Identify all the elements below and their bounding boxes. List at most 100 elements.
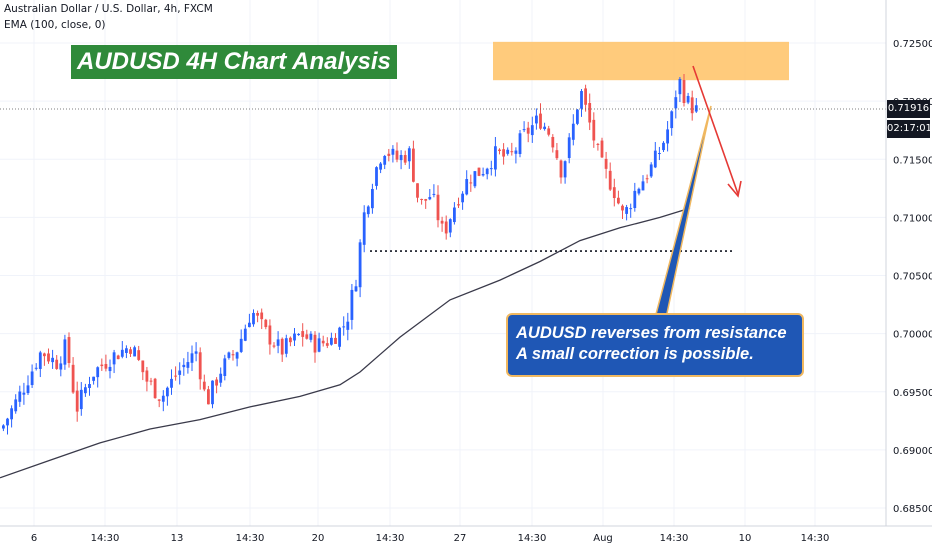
candle-body (297, 334, 300, 336)
candle-body (354, 286, 358, 292)
candle-body (604, 158, 608, 169)
candle-body (284, 338, 288, 354)
candle-body (321, 340, 325, 344)
candle-body (383, 155, 387, 165)
time-tick-label: 14:30 (518, 533, 547, 544)
candle-body (301, 331, 305, 337)
candle-body (75, 390, 79, 412)
candle-body (457, 204, 460, 206)
price-tick-label: 0.71500 (893, 155, 932, 166)
candle-body (600, 140, 604, 158)
time-tick-label: 6 (31, 533, 37, 544)
candle-body (448, 219, 452, 233)
candle-body (674, 97, 678, 109)
candle-body (567, 137, 571, 159)
symbol-header: Australian Dollar / U.S. Dollar, 4h, FXC… (4, 3, 213, 15)
candle-body (182, 364, 186, 368)
candle-body (227, 352, 231, 358)
candle-body (14, 399, 18, 412)
note-line-1: AUDUSD reverses from resistance (516, 324, 787, 342)
candle-body (317, 338, 321, 352)
candle-body (198, 352, 202, 380)
candle-body (219, 373, 223, 383)
candle-body (18, 391, 22, 402)
candle-body (453, 207, 456, 223)
candle-body (547, 128, 551, 135)
candle-body (592, 119, 596, 141)
candle-body (84, 387, 87, 394)
price-tick-label: 0.69000 (893, 446, 932, 457)
candle-body (47, 353, 50, 362)
candle-body (530, 125, 534, 136)
time-tick-label: 14:30 (91, 533, 120, 544)
candle-body (120, 349, 124, 357)
grid-lines (0, 0, 886, 526)
candle-body (334, 337, 337, 344)
candle-body (461, 193, 464, 203)
candle-body (407, 148, 411, 162)
note-line-2: A small correction is possible. (516, 345, 754, 363)
callout-pointer (654, 105, 712, 319)
candle-body (559, 160, 563, 178)
candle-body (420, 198, 423, 200)
candle-body (30, 371, 34, 386)
candle-body (686, 95, 690, 103)
candle-body (608, 170, 612, 190)
candle-body (641, 181, 645, 191)
candle-body (260, 312, 264, 320)
candle-body (436, 194, 440, 221)
candle-body (662, 142, 665, 151)
candle-body (444, 221, 448, 234)
candle-body (10, 408, 13, 420)
candle-body (424, 199, 428, 201)
candle-body (633, 190, 637, 209)
candle-body (108, 366, 112, 372)
candle-body (38, 352, 42, 369)
time-tick-label: 14:30 (376, 533, 405, 544)
time-tick-label: 27 (454, 533, 467, 544)
candle-body (494, 146, 497, 170)
candle-body (428, 196, 432, 200)
candle-body (26, 385, 30, 394)
candle-body (231, 354, 235, 356)
candle-body (543, 126, 546, 130)
candle-body (207, 389, 210, 405)
candle-body (469, 182, 473, 184)
candle-body (375, 167, 378, 186)
last-price-tag: 0.71916 (887, 100, 930, 118)
candle-body (535, 115, 538, 124)
candle-body (112, 352, 116, 365)
resistance-zone (493, 41, 789, 81)
candle-body (293, 333, 296, 341)
candle-body (473, 171, 477, 187)
candle-body (141, 360, 145, 373)
candle-body (502, 149, 505, 157)
candle-body (481, 173, 485, 176)
candle-body (649, 164, 653, 177)
time-axis-labels[interactable]: 6 14:30 13 14:30 20 14:30 27 14:30 Aug 14:30 10 14:… (31, 533, 830, 544)
candle-body (149, 380, 153, 382)
candle-body (678, 78, 682, 95)
time-tick-label: 13 (171, 533, 184, 544)
candle-body (67, 337, 71, 364)
candle-body (223, 358, 227, 376)
candle-body (432, 193, 436, 195)
candle-body (399, 155, 403, 161)
candle-body (506, 149, 510, 154)
time-tick-label: 14:30 (801, 533, 830, 544)
indicator-legend[interactable]: EMA (100, close, 0) (4, 19, 106, 31)
candle-body (145, 370, 149, 382)
candle-body (186, 362, 190, 368)
candle-body (362, 212, 366, 245)
candle-body (34, 367, 38, 369)
candle-body (280, 338, 284, 355)
candle-body (313, 334, 317, 353)
candle-body (580, 91, 583, 109)
candle-body (170, 378, 173, 388)
price-tick-label: 0.70500 (893, 272, 932, 283)
candle-body (79, 389, 83, 410)
candle-body (330, 337, 333, 345)
price-tick-label: 0.72500 (893, 39, 932, 50)
candle-body (653, 150, 657, 168)
